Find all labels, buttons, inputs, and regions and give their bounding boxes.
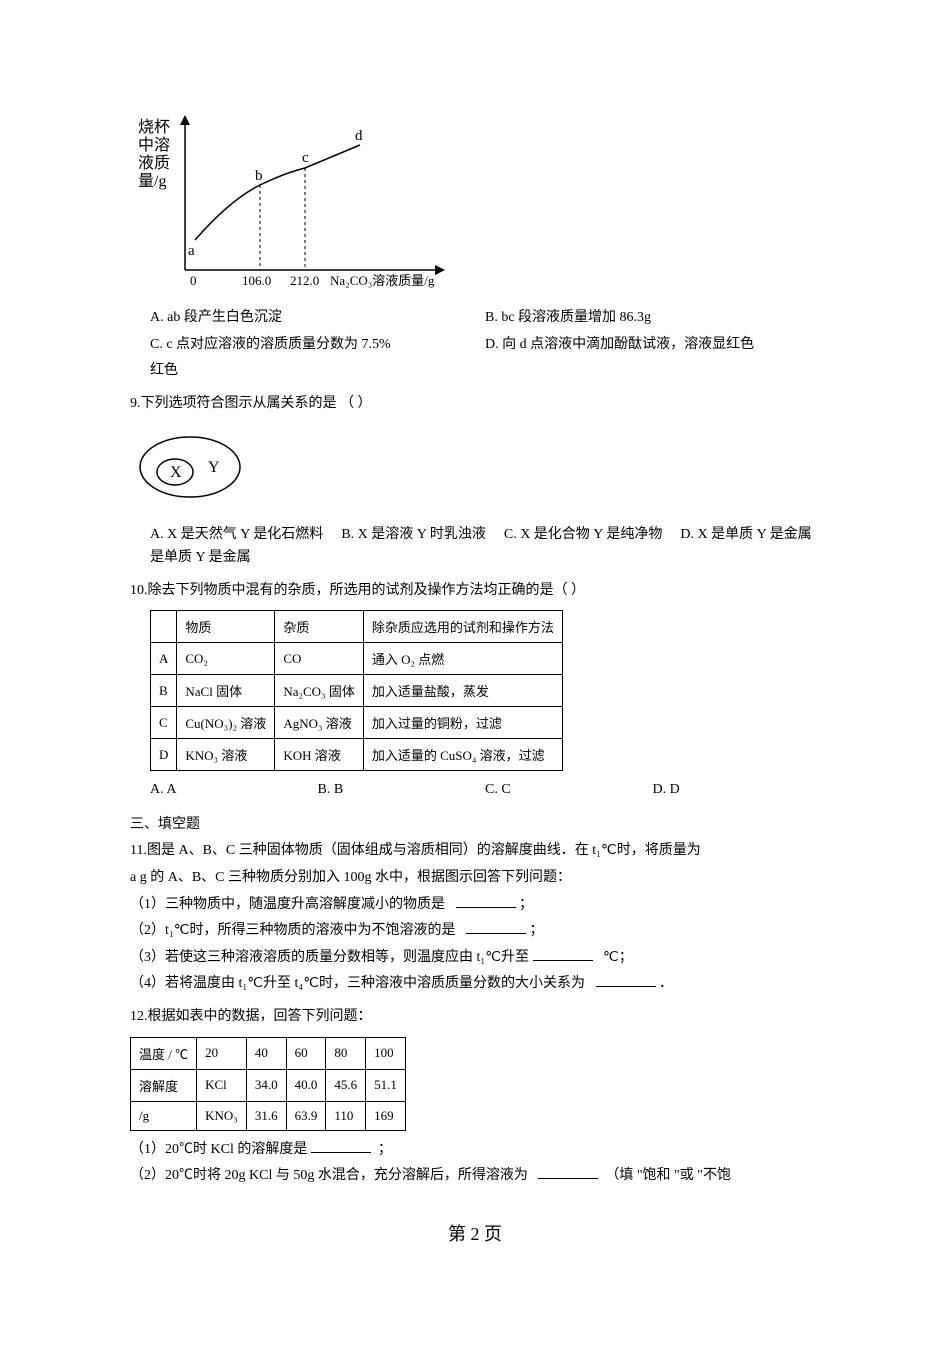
cell: NaCl 固体 <box>177 675 275 707</box>
q12-2-pre: （2）20℃时将 20g KCl 与 50g 水混合，充分溶解后，所得溶液为 <box>130 1168 528 1183</box>
q11-stem2: a g 的 A、B、C 三种物质分别加入 100g 水中，根据图示回答下列问题： <box>130 865 820 892</box>
cell: 溶解度 <box>131 1069 197 1101</box>
cell: KNO₃ 溶液 <box>177 739 275 771</box>
q11-3-pre: （3）若使这三种溶液溶质的质量分数相等，则温度应由 t₁℃升至 <box>130 950 529 965</box>
svg-text:106.0: 106.0 <box>242 273 271 288</box>
q8-opt-b: B. bc 段溶液质量增加 86.3g <box>485 305 820 332</box>
blank[interactable] <box>538 1164 598 1179</box>
cell: 加入过量的铜粉，过滤 <box>363 707 562 739</box>
cell: 34.0 <box>246 1069 286 1101</box>
cell: Na₂CO₃ 固体 <box>275 675 364 707</box>
cell: KNO₃ <box>197 1101 247 1130</box>
cell: 51.1 <box>366 1069 406 1101</box>
q12-stem: 12.根据如表中的数据，回答下列问题： <box>130 1004 820 1031</box>
q11-stem1: 11.图是 A、B、C 三种固体物质（固体组成与溶质相同）的溶解度曲线．在 t₁… <box>130 843 701 858</box>
cell: 20 <box>197 1037 247 1069</box>
q10-h3: 除杂质应选用的试剂和操作方法 <box>363 611 562 643</box>
q9-opt-b: B. X 是溶液 Y 时乳浊液 <box>341 522 486 549</box>
svg-text:0: 0 <box>190 273 197 288</box>
q10-h0 <box>151 611 177 643</box>
blank[interactable] <box>466 919 526 934</box>
q8-opt-c: C. c 点对应溶液的溶质质量分数为 7.5% <box>150 332 485 359</box>
section-3-title: 三、填空题 <box>130 812 820 839</box>
q9-stem: 9.下列选项符合图示从属关系的是 （ ） <box>130 391 820 418</box>
blank[interactable] <box>311 1138 371 1153</box>
q10-h1: 物质 <box>177 611 275 643</box>
q8-opt-a: A. ab 段产生白色沉淀 <box>150 305 485 332</box>
solute-mass-chart: 烧杯 中溶 液质 量/g a b c d 0 106.0 212.0 Na₂CO… <box>130 110 450 290</box>
cell: AgNO₃ 溶液 <box>275 707 364 739</box>
q10-h2: 杂质 <box>275 611 364 643</box>
cell: 40 <box>246 1037 286 1069</box>
svg-text:212.0: 212.0 <box>290 273 319 288</box>
cell: 60 <box>286 1037 326 1069</box>
cell: Cu(NO₃)₂ 溶液 <box>177 707 275 739</box>
cell: 169 <box>366 1101 406 1130</box>
cell: 100 <box>366 1037 406 1069</box>
q11-4: （4）若将温度由 t₁℃升至 t₄℃时，三种溶液中溶质质量分数的大小关系为 <box>130 976 585 991</box>
svg-text:量/g: 量/g <box>138 173 166 190</box>
q12-table: 温度 / ℃ 20 40 60 80 100 溶解度 KCl 34.0 40.0… <box>130 1037 406 1131</box>
venn-diagram: X Y <box>130 427 250 507</box>
q10-opt-c: C. C <box>485 777 653 804</box>
q9-opt-d: D. X 是单质 Y 是金属 <box>680 522 811 549</box>
q10-table: 物质 杂质 除杂质应选用的试剂和操作方法 A CO₂ CO 通入 O₂ 点燃 B… <box>150 610 563 771</box>
q8-opt-d: D. 向 d 点溶液中滴加酚酞试液，溶液显红色 <box>485 332 820 359</box>
cell: A <box>151 643 177 675</box>
q10-opt-d: D. D <box>653 777 821 804</box>
svg-text:X: X <box>170 464 182 481</box>
cell: 通入 O₂ 点燃 <box>363 643 562 675</box>
q10-stem: 10.除去下列物质中混有的杂质，所选用的试剂及操作方法均正确的是（ ） <box>130 578 820 605</box>
svg-text:b: b <box>255 168 263 184</box>
cell: /g <box>131 1101 197 1130</box>
cell: KCl <box>197 1069 247 1101</box>
q12-2-suf: （填 "饱和 "或 "不饱 <box>605 1168 731 1183</box>
blank[interactable] <box>596 972 656 987</box>
q11-3-suf: ℃； <box>603 950 633 965</box>
cell: CO <box>275 643 364 675</box>
q10-opt-a: A. A <box>150 777 318 804</box>
svg-text:Y: Y <box>208 459 220 476</box>
svg-text:烧杯: 烧杯 <box>138 118 170 136</box>
svg-text:液质: 液质 <box>138 154 170 172</box>
cell: CO₂ <box>177 643 275 675</box>
q9-opt-c: C. X 是化合物 Y 是纯净物 <box>504 522 663 549</box>
cell: D <box>151 739 177 771</box>
q11-1: （1）三种物质中，随温度升高溶解度减小的物质是 <box>130 897 445 912</box>
cell: 110 <box>326 1101 366 1130</box>
blank[interactable] <box>456 893 516 908</box>
svg-text:a: a <box>188 243 195 259</box>
svg-text:c: c <box>302 150 309 166</box>
cell: 40.0 <box>286 1069 326 1101</box>
cell: 加入适量的 CuSO₄ 溶液，过滤 <box>363 739 562 771</box>
q10-opt-b: B. B <box>318 777 486 804</box>
svg-text:Na₂CO₃溶液质量/g: Na₂CO₃溶液质量/g <box>330 273 435 288</box>
q8-opt-d-tail: 红色 <box>150 358 820 385</box>
cell: B <box>151 675 177 707</box>
q11-2: （2）t₁℃时，所得三种物质的溶液中为不饱溶液的是 <box>130 923 456 938</box>
cell: KOH 溶液 <box>275 739 364 771</box>
svg-text:中溶: 中溶 <box>138 136 170 154</box>
svg-text:d: d <box>355 128 363 144</box>
cell: 加入适量盐酸，蒸发 <box>363 675 562 707</box>
cell: 80 <box>326 1037 366 1069</box>
cell: 45.6 <box>326 1069 366 1101</box>
cell: 63.9 <box>286 1101 326 1130</box>
cell: 温度 / ℃ <box>131 1037 197 1069</box>
blank[interactable] <box>533 946 593 961</box>
cell: 31.6 <box>246 1101 286 1130</box>
page-footer: 第 2 页 <box>130 1220 820 1246</box>
cell: C <box>151 707 177 739</box>
q12-1: （1）20℃时 KCl 的溶解度是 <box>130 1142 307 1157</box>
